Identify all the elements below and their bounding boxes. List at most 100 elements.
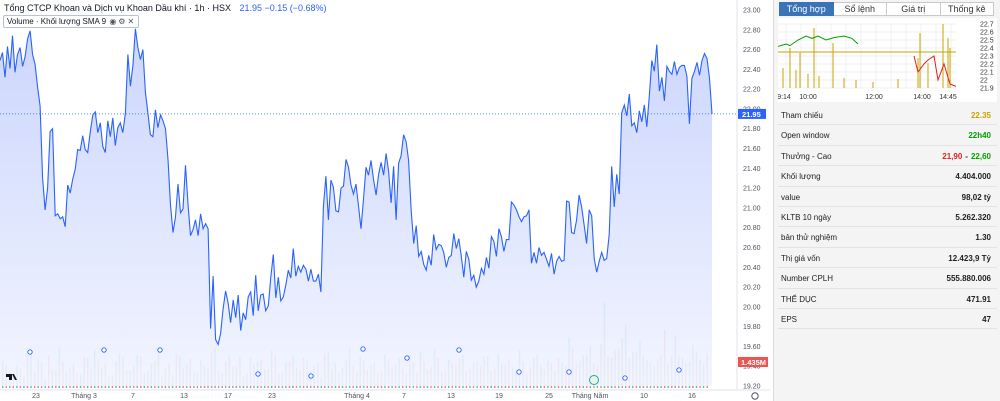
close-icon[interactable]: ✕ bbox=[127, 17, 135, 26]
last-price-tag bbox=[738, 108, 766, 119]
info-key: Thưởng - Cao bbox=[781, 151, 832, 161]
price-area-fill bbox=[0, 28, 712, 387]
info-key: EPS bbox=[781, 314, 798, 324]
settings-icon[interactable]: ⚙ bbox=[118, 17, 126, 26]
mini-y-tick: 22.5 bbox=[980, 38, 994, 45]
info-row-eps: EPS 47 bbox=[778, 309, 997, 330]
info-row-avg-volume: KLTB 10 ngày 5.262.320 bbox=[778, 207, 997, 228]
price-axis-tick: 20.40 bbox=[743, 265, 761, 272]
earnings-marker-icon bbox=[589, 375, 599, 385]
price-line bbox=[0, 28, 713, 346]
info-tabs: Tổng hợp Sổ lệnh Giá trị Thống kê bbox=[779, 2, 994, 16]
mini-x-tick: 14:00 bbox=[913, 94, 931, 101]
price-axis-tick: 19.60 bbox=[743, 344, 761, 351]
time-axis-tick: 25 bbox=[545, 393, 553, 400]
event-marker bbox=[404, 355, 410, 361]
symbol-title: Tổng CTCP Khoan và Dịch vụ Khoan Dầu khí… bbox=[4, 3, 231, 13]
price-chart-canvas[interactable]: 23.0022.8022.6022.4022.2022.0021.8021.60… bbox=[0, 0, 770, 401]
info-key: Khối lượng bbox=[781, 172, 821, 182]
price-axis-tick: 22.80 bbox=[743, 27, 761, 34]
info-value: 5.262.320 bbox=[955, 212, 991, 222]
price-axis-tick: 19.40 bbox=[743, 364, 761, 371]
mini-y-tick: 22.4 bbox=[980, 46, 994, 53]
time-axis-tick: 10 bbox=[640, 393, 648, 400]
info-value: 22.35 bbox=[970, 111, 991, 120]
info-value-range: 21,90-22,60 bbox=[942, 152, 991, 161]
price-axis-tick: 22.20 bbox=[743, 87, 761, 94]
eye-icon[interactable]: ◉ bbox=[109, 17, 117, 26]
price-axis-tick: 21.80 bbox=[743, 126, 761, 133]
time-axis-tick: 16 bbox=[688, 393, 696, 400]
info-key: value bbox=[781, 192, 801, 202]
info-low: 21,90 bbox=[942, 151, 963, 161]
event-marker bbox=[676, 367, 682, 373]
price-axis-tick: 21.00 bbox=[743, 205, 761, 212]
info-row-value: value 98,02 tỷ bbox=[778, 187, 997, 207]
volume-legend-label: Volume · Khối lượng bbox=[7, 17, 81, 26]
stock-info-panel: Tổng hợp Sổ lệnh Giá trị Thống kê 22.7 22… bbox=[773, 0, 1000, 401]
tab-summary[interactable]: Tổng hợp bbox=[779, 2, 834, 16]
time-axis-tick: Tháng 3 bbox=[71, 393, 97, 400]
mini-y-tick: 22.1 bbox=[980, 70, 994, 77]
info-key: KLTB 10 ngày bbox=[781, 212, 832, 222]
price-axis-tick: 21.20 bbox=[743, 186, 761, 193]
info-row-volume: Khối lượng 4.404.000 bbox=[778, 166, 997, 187]
mini-y-tick: 22.7 bbox=[980, 22, 994, 29]
price-axis-tick: 20.80 bbox=[743, 225, 761, 232]
price-axis-tick: 22.40 bbox=[743, 67, 761, 74]
mini-y-tick: 22.2 bbox=[980, 62, 994, 69]
mini-x-tick: 14:45 bbox=[939, 94, 957, 101]
mini-x-tick: 9:14 bbox=[778, 94, 791, 101]
info-key: bản thử nghiệm bbox=[781, 233, 838, 243]
volume-legend[interactable]: Volume · Khối lượng SMA 9 ◉ ⚙ ✕ bbox=[3, 15, 140, 28]
last-price: 21.95 bbox=[239, 3, 262, 13]
info-row-open: Open window 22h40 bbox=[778, 125, 997, 146]
mini-price-down-line bbox=[913, 55, 957, 87]
volume-tag bbox=[738, 357, 768, 367]
mini-y-tick: 22.3 bbox=[980, 54, 994, 61]
event-marker bbox=[101, 347, 107, 353]
time-axis-tick: 13 bbox=[180, 393, 188, 400]
time-axis-tick: 13 bbox=[447, 393, 455, 400]
price-axis-tick: 19.80 bbox=[743, 324, 761, 331]
time-axis-tick: 7 bbox=[402, 393, 406, 400]
info-key: Number CPLH bbox=[781, 274, 834, 284]
info-high: 22,60 bbox=[970, 151, 991, 161]
event-marker bbox=[255, 371, 261, 377]
intraday-mini-chart: 22.7 22.6 22.5 22.4 22.3 22.2 22.1 22 21.9 9:14 10… bbox=[777, 18, 997, 102]
volume-legend-sma: SMA 9 bbox=[82, 17, 107, 26]
info-row-market-cap: Thị giá vốn 12.423,9 Tỷ bbox=[778, 248, 997, 269]
info-value: 4.404.000 bbox=[955, 172, 991, 182]
tab-value[interactable]: Giá trị bbox=[887, 2, 941, 16]
price-change: −0.15 (−0.68%) bbox=[264, 3, 327, 13]
mini-price-up-line bbox=[777, 35, 859, 47]
event-marker bbox=[456, 347, 462, 353]
price-axis-tick: 20.20 bbox=[743, 285, 761, 292]
tab-statistics[interactable]: Thống kê bbox=[940, 2, 994, 16]
info-row-low-high: Thưởng - Cao 21,90-22,60 bbox=[778, 146, 997, 167]
price-chart[interactable]: 23.0022.8022.6022.4022.2022.0021.8021.60… bbox=[0, 0, 770, 401]
info-row-reference: Tham chiếu 22.35 bbox=[778, 105, 997, 126]
mini-y-tick: 22.6 bbox=[980, 30, 994, 37]
price-axis-tick: 20.00 bbox=[743, 304, 761, 311]
info-row-shares: Number CPLH 555.880.006 bbox=[778, 268, 997, 289]
mini-x-tick: 10:00 bbox=[799, 94, 817, 101]
event-marker bbox=[308, 373, 314, 379]
tradingview-logo-icon bbox=[6, 374, 17, 380]
time-axis-tick: Tháng 4 bbox=[344, 393, 370, 400]
event-marker bbox=[157, 347, 163, 353]
event-marker bbox=[516, 369, 522, 375]
price-axis-tick: 22.60 bbox=[743, 47, 761, 54]
price-axis-tick: 19.20 bbox=[743, 384, 761, 391]
mini-x-tick: 12:00 bbox=[865, 94, 883, 101]
tab-order-book[interactable]: Sổ lệnh bbox=[833, 2, 887, 16]
info-key: Thị giá vốn bbox=[781, 253, 821, 263]
info-row-trial: bản thử nghiệm 1.30 bbox=[778, 227, 997, 248]
time-axis-tick: Tháng Năm bbox=[572, 393, 609, 400]
volume-tag-label: 1.435M bbox=[741, 358, 766, 367]
info-value: 471.91 bbox=[966, 294, 991, 304]
info-sep: - bbox=[965, 151, 968, 161]
time-axis-tick: 17 bbox=[224, 393, 232, 400]
time-axis-tick: 7 bbox=[131, 393, 135, 400]
price-axis-tick: 23.00 bbox=[743, 8, 761, 15]
